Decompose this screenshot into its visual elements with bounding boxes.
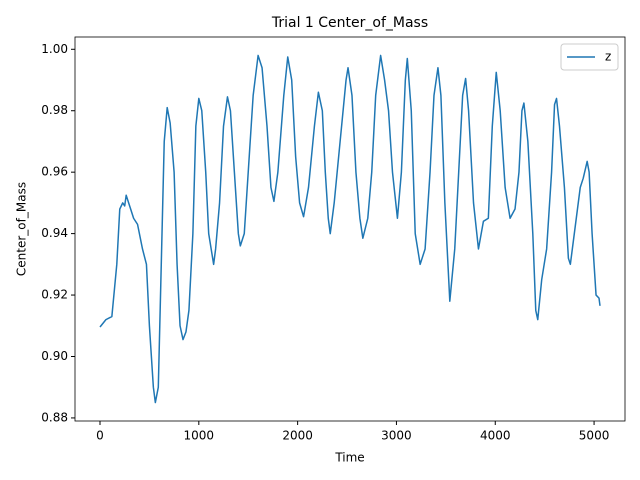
x-tick-label: 4000 <box>480 429 511 443</box>
y-tick-label: 0.96 <box>41 165 68 179</box>
legend-label: z <box>605 50 611 64</box>
y-tick-label: 0.92 <box>41 288 68 302</box>
x-axis-label: Time <box>334 451 364 465</box>
x-tick-label: 3000 <box>381 429 412 443</box>
x-tick-label: 1000 <box>184 429 215 443</box>
y-tick-label: 0.98 <box>41 103 68 117</box>
x-tick-label: 0 <box>96 429 104 443</box>
x-tick-label: 2000 <box>282 429 313 443</box>
line-series <box>99 54 601 404</box>
y-tick-label: 1.00 <box>41 42 68 56</box>
y-tick-label: 0.94 <box>41 226 68 240</box>
y-tick-label: 0.90 <box>41 349 68 363</box>
chart-title: Trial 1 Center_of_Mass <box>271 15 428 31</box>
x-tick-label: 5000 <box>579 429 610 443</box>
y-tick-label: 0.88 <box>41 410 68 424</box>
plot-frame <box>74 36 626 422</box>
y-axis-label: Center_of_Mass <box>15 182 29 276</box>
